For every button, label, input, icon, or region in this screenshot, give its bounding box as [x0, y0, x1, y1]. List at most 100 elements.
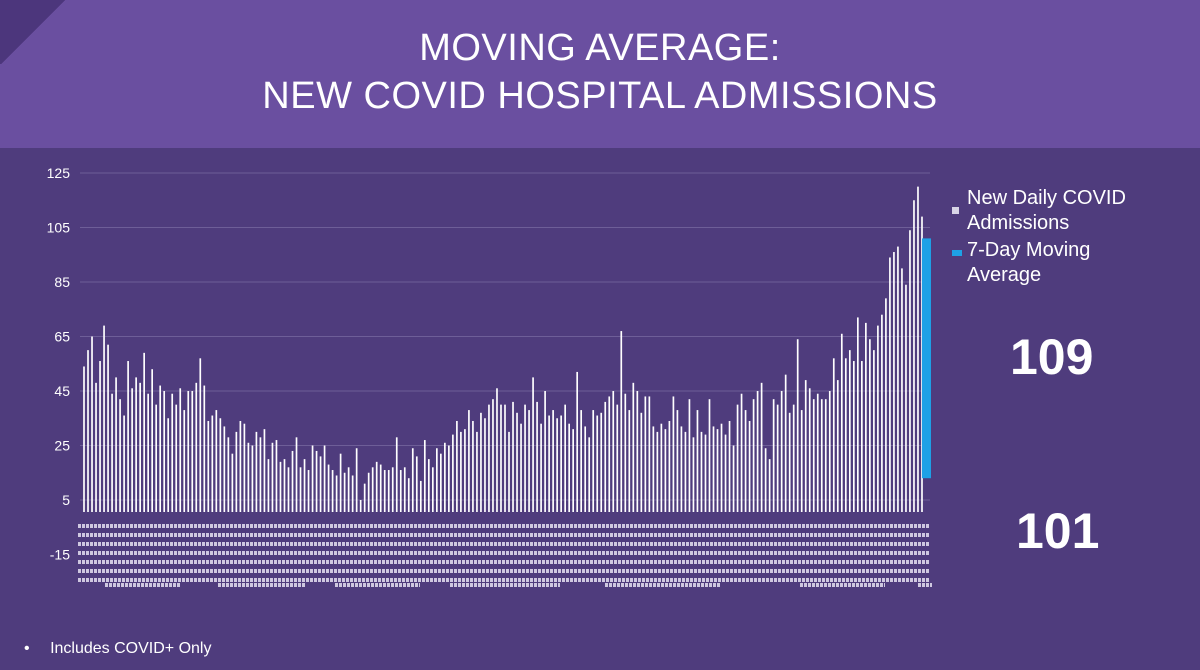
- daily-bar: [800, 410, 803, 512]
- daily-bar: [488, 404, 490, 513]
- daily-bar: [379, 464, 382, 512]
- daily-bar: [347, 467, 350, 512]
- daily-bar: [712, 426, 715, 512]
- daily-bar: [632, 382, 635, 512]
- y-tick-label: 65: [54, 329, 70, 345]
- y-tick-label: 105: [47, 220, 71, 236]
- daily-bar: [179, 388, 182, 512]
- daily-bar: [857, 317, 859, 512]
- daily-bar: [504, 404, 506, 513]
- daily-bar: [468, 410, 470, 512]
- daily-bar: [728, 420, 731, 512]
- daily-bar: [532, 377, 534, 513]
- header-band: MOVING AVERAGE: NEW COVID HOSPITAL ADMIS…: [0, 0, 1200, 148]
- daily-bar: [187, 391, 190, 512]
- x-axis-labels: [78, 524, 932, 587]
- daily-bar: [203, 385, 206, 512]
- daily-bar: [315, 450, 318, 512]
- daily-bar: [235, 431, 238, 513]
- daily-bar: [223, 426, 226, 512]
- daily-bar: [131, 388, 133, 512]
- daily-bar: [135, 377, 137, 513]
- daily-bar: [660, 423, 663, 512]
- daily-bar: [580, 410, 583, 512]
- daily-bar: [95, 382, 97, 512]
- legend-swatch-daily: [952, 207, 959, 214]
- daily-bar: [720, 423, 723, 512]
- daily-bar: [648, 396, 651, 512]
- daily-bar: [259, 437, 262, 512]
- daily-bar: [836, 380, 839, 512]
- daily-bar: [307, 470, 310, 512]
- daily-bar: [91, 336, 93, 512]
- y-tick-label: 5: [62, 492, 70, 508]
- daily-bar: [464, 429, 466, 512]
- daily-bar: [832, 358, 835, 512]
- y-tick-label: 85: [54, 274, 70, 290]
- daily-bar: [427, 459, 430, 513]
- daily-bar: [869, 339, 871, 512]
- daily-bar: [909, 230, 911, 512]
- daily-bar: [107, 344, 109, 512]
- daily-bar: [283, 459, 286, 513]
- daily-bar: [251, 445, 254, 512]
- daily-bar: [143, 352, 145, 512]
- daily-bar: [359, 500, 362, 512]
- daily-bar: [335, 475, 338, 512]
- daily-bar: [628, 410, 631, 512]
- daily-bar: [624, 393, 627, 512]
- daily-bar: [476, 431, 478, 513]
- daily-bar: [431, 467, 434, 512]
- chart-area: 125 105 85 65 45 25 5 -15: [47, 165, 932, 587]
- daily-bar: [640, 412, 643, 512]
- daily-bar: [163, 391, 166, 512]
- daily-bar: [415, 456, 418, 512]
- daily-bar: [552, 410, 554, 512]
- daily-bar: [865, 322, 867, 513]
- legend-label-daily-1: New Daily COVID: [967, 187, 1126, 209]
- daily-bar: [516, 412, 518, 512]
- daily-bar: [287, 467, 290, 512]
- y-axis-ticks: 125 105 85 65 45 25 5 -15: [47, 165, 71, 563]
- daily-bar: [299, 467, 302, 512]
- chart-title: MOVING AVERAGE: NEW COVID HOSPITAL ADMIS…: [0, 24, 1200, 120]
- daily-bar: [804, 380, 807, 512]
- y-tick-label: 45: [54, 383, 70, 399]
- daily-bar: [780, 391, 783, 512]
- daily-bar: [231, 453, 234, 512]
- daily-bar: [444, 442, 446, 512]
- daily-bar: [500, 404, 502, 513]
- daily-bar: [716, 429, 719, 512]
- latest-daily-callout: 109: [1010, 329, 1094, 385]
- y-tick-label: -15: [50, 547, 70, 563]
- daily-bar: [303, 459, 306, 513]
- daily-bar: [588, 437, 591, 512]
- corner-fold: [0, 0, 66, 64]
- daily-bar: [792, 404, 795, 513]
- daily-bar: [472, 420, 474, 512]
- daily-bar: [901, 268, 903, 513]
- title-line-2: NEW COVID HOSPITAL ADMISSIONS: [262, 75, 938, 117]
- daily-bar: [484, 418, 486, 512]
- daily-bar: [732, 445, 735, 512]
- daily-bar: [159, 385, 162, 512]
- legend-item-average: 7-Day Moving Average: [952, 238, 1182, 288]
- daily-bar: [247, 442, 250, 512]
- daily-bar: [885, 298, 887, 512]
- daily-bar: [407, 478, 410, 512]
- daily-bar: [263, 429, 266, 512]
- daily-bar: [227, 437, 230, 512]
- daily-bar: [215, 410, 218, 512]
- legend-label-daily-2: Admissions: [967, 212, 1070, 234]
- daily-bar: [808, 388, 811, 512]
- daily-bar: [183, 410, 186, 512]
- daily-bar: [151, 369, 153, 512]
- daily-bar: [419, 480, 422, 512]
- daily-bar: [87, 350, 89, 513]
- daily-bar: [395, 437, 398, 512]
- daily-bar: [816, 393, 819, 512]
- legend-item-daily: New Daily COVID Admissions: [952, 186, 1182, 236]
- daily-bar: [772, 399, 775, 512]
- daily-bar: [748, 420, 751, 512]
- title-line-1: MOVING AVERAGE:: [419, 27, 781, 69]
